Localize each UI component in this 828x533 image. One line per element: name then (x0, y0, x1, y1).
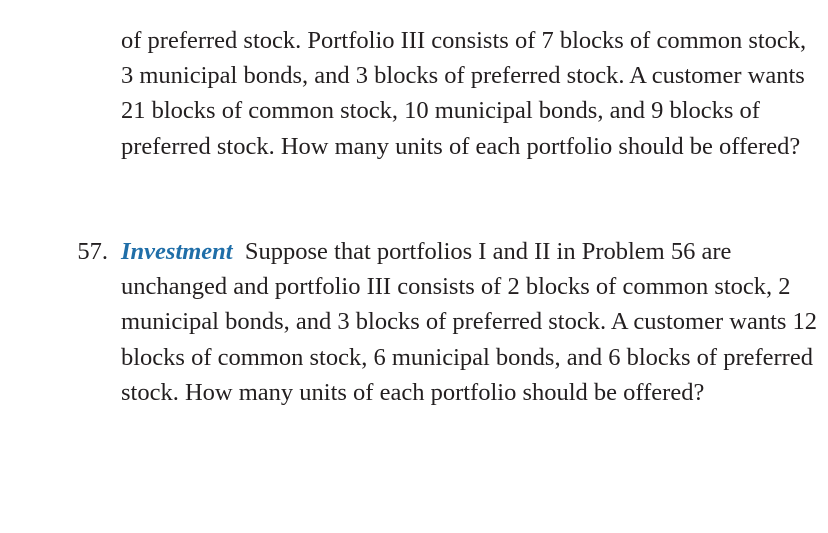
problem-56-body: of preferred stock. Portfolio III consis… (121, 23, 821, 164)
page: of preferred stock. Portfolio III consis… (0, 0, 828, 533)
problem-57-body: Investment Suppose that portfolios I and… (121, 234, 821, 410)
problem-57-topic: Investment (121, 238, 233, 265)
problem-57-number: 57. (0, 234, 108, 269)
